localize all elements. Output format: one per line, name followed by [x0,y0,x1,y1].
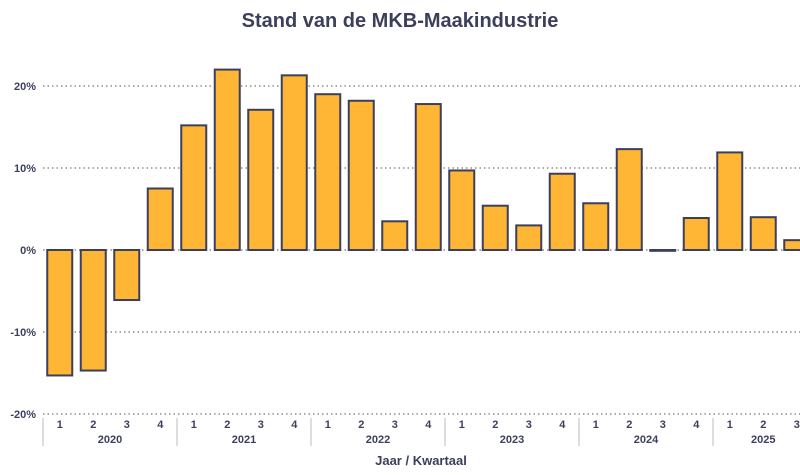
year-label: 2022 [366,434,390,446]
bar [314,93,342,251]
x-tick-label: 4 [157,419,164,431]
x-tick-label: 1 [727,419,733,431]
bar [448,169,476,252]
x-tick-label: 2 [626,419,632,431]
x-tick-label: 3 [526,419,532,431]
bar [649,249,677,252]
x-tick-label: 3 [124,419,130,431]
x-axis-title: Jaar / Kwartaal [375,453,467,468]
x-tick-label: 4 [559,419,566,431]
bar [146,187,174,251]
bar [615,148,643,251]
y-tick-label: 10% [14,163,36,175]
year-label: 2024 [634,434,659,446]
bar [481,204,509,251]
bar [347,99,375,252]
bar [414,103,442,252]
x-tick-label: 3 [392,419,398,431]
x-tick-label: 3 [258,419,264,431]
x-tick-label: 2 [492,419,498,431]
x-tick-label: 2 [90,419,96,431]
y-tick-label: 20% [14,81,36,93]
x-tick-label: 3 [794,419,800,431]
year-label: 2023 [500,434,524,446]
bar [515,224,543,251]
bar [247,108,275,251]
y-tick-label: -20% [10,409,36,421]
bar [582,202,610,251]
x-tick-label: 1 [57,419,63,431]
bar [682,217,710,252]
y-tick-label: -10% [10,327,36,339]
bar [46,249,74,377]
bar [783,239,800,252]
bar [180,124,208,251]
x-tick-label: 1 [325,419,331,431]
y-tick-label: 0% [20,245,36,257]
bar [213,68,241,251]
bar [79,249,107,372]
x-tick-label: 2 [760,419,766,431]
x-tick-label: 4 [693,419,700,431]
year-label: 2025 [751,434,775,446]
x-tick-label: 1 [459,419,465,431]
bar [548,172,576,252]
year-label: 2020 [98,434,122,446]
chart-title: Stand van de MKB-Maakindustrie [241,10,559,32]
x-tick-label: 4 [425,419,432,431]
x-tick-label: 1 [191,419,197,431]
bar [749,216,777,251]
x-tick-label: 1 [593,419,599,431]
bar [280,74,308,251]
x-tick-label: 3 [660,419,666,431]
bar [716,151,744,251]
x-tick-label: 4 [291,419,298,431]
x-tick-label: 2 [358,419,364,431]
year-label: 2021 [232,434,256,446]
bar [381,220,409,252]
bar [113,249,141,302]
x-tick-label: 2 [224,419,230,431]
